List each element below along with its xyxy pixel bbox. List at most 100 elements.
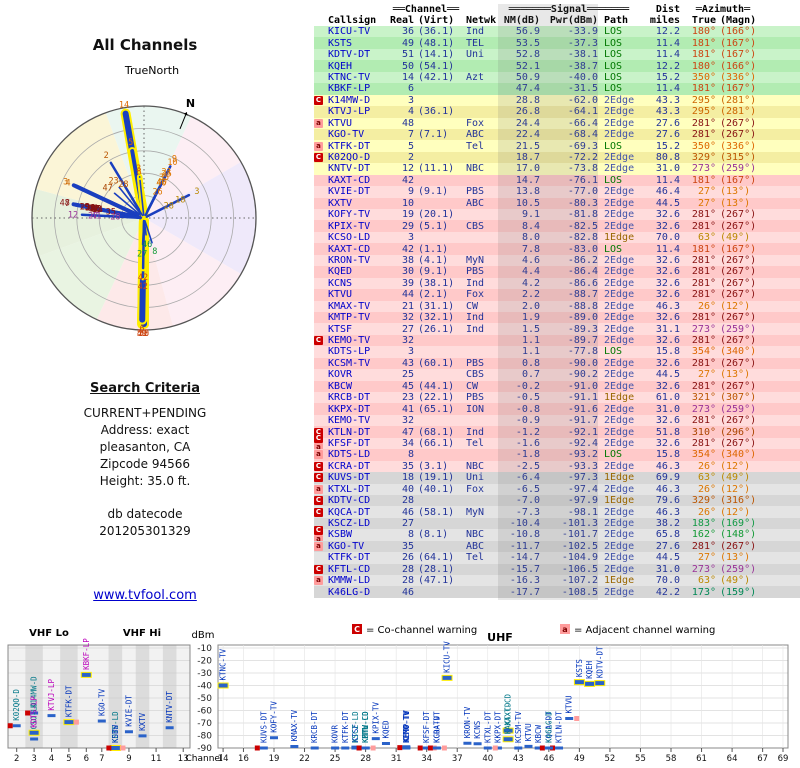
callsign-link[interactable]: KQCA-DT	[328, 506, 371, 518]
azimuth-magnetic: (340°)	[720, 346, 757, 358]
azimuth-true: 180°	[691, 26, 716, 38]
callsign-link[interactable]: KOVR	[328, 369, 353, 381]
azimuth-true: 295°	[691, 106, 716, 118]
callsign-link[interactable]: KTSF	[328, 323, 353, 335]
station-marker	[111, 746, 120, 750]
radar-channel-label: 47	[103, 184, 113, 194]
azimuth-true: 180°	[691, 60, 716, 72]
station-marker	[493, 746, 502, 750]
radar-sector	[96, 218, 173, 330]
callsign-link[interactable]: KRON-TV	[328, 254, 371, 266]
azimuth-true: 27°	[697, 186, 716, 198]
callsign-link[interactable]: KTNC-TV	[328, 71, 371, 83]
radar-channel-label: 14	[119, 101, 129, 111]
callsign-link[interactable]: KTLN-DT	[328, 426, 371, 438]
callsign-link[interactable]: KNTV-DT	[328, 163, 371, 175]
col-virt: (Virt)	[418, 15, 455, 26]
callsign-link[interactable]: KOFY-TV	[328, 209, 371, 221]
station-label: KDTV-CD	[361, 711, 370, 743]
azimuth-true: 27°	[697, 197, 716, 209]
azimuth-magnetic: (267°)	[720, 335, 757, 347]
callsign-link[interactable]: KGO-TV	[328, 540, 365, 552]
callsign-link[interactable]: KKPX-DT	[328, 403, 371, 415]
callsign-link[interactable]: KAXT-CD	[328, 243, 371, 255]
azimuth-true: 183°	[691, 518, 716, 530]
callsign-link[interactable]: KICU-TV	[328, 26, 371, 38]
radar-channel-label: 46	[156, 178, 166, 188]
azimuth-true: 354°	[691, 449, 716, 461]
callsign-link[interactable]: KGO-TV	[328, 129, 365, 141]
radar-channel-label: 27	[88, 211, 98, 221]
callsign-link[interactable]: KFSF-DT	[328, 437, 371, 449]
table-row: KTNC-TV 14 (42.1) Azt 50.9 -40.0 LOS 15.2 350° (3…	[314, 71, 800, 84]
adjacent-channel-warning-icon: a	[314, 484, 323, 494]
azimuth-magnetic: (267°)	[720, 117, 757, 129]
callsign-link[interactable]: KVIE-DT	[328, 186, 371, 198]
callsign-link[interactable]: KCSO-LD	[328, 232, 371, 244]
callsign-link[interactable]: KTFK-DT	[328, 552, 371, 564]
co-channel-warning-icon: C	[314, 564, 323, 574]
callsign-link[interactable]: KUVS-DT	[328, 472, 371, 484]
callsign-link[interactable]: KCNS	[328, 277, 353, 289]
co-channel-warning-icon: C	[314, 153, 323, 163]
callsign-link[interactable]: KBKF-LP	[328, 83, 371, 95]
co-channel-warning-icon	[427, 745, 433, 751]
callsign-link[interactable]: KTXL-DT	[328, 483, 371, 495]
station-label: KTVU	[524, 723, 533, 741]
callsign-link[interactable]: KMAX-TV	[328, 300, 371, 312]
callsign-link[interactable]: KSCZ-LD	[328, 518, 371, 530]
col-path: Path	[604, 15, 629, 26]
callsign-link[interactable]: KMTP-TV	[328, 312, 371, 324]
table-row: KBCW 45 (44.1) CW -0.2 -91.0 2Edge 32.6 281° (267…	[314, 380, 800, 392]
adjacent-channel-legend-text: = Adjacent channel warning	[574, 625, 715, 636]
callsign-link[interactable]: KDTS-LD	[328, 449, 371, 461]
callsign-link[interactable]: KEMO-TV	[328, 335, 371, 347]
signal-lobe	[113, 192, 143, 217]
vhf-hi-label: VHF Hi	[123, 628, 161, 639]
channel-tick-label: 11	[151, 754, 162, 764]
callsign-link[interactable]: KEMO-TV	[328, 415, 371, 427]
table-row: KVIE-DT 9 (9.1) PBS 13.8 -77.0 2Edge 46.4 27° (13…	[314, 186, 800, 198]
adjacent-channel-warning-icon: a	[314, 450, 323, 460]
callsign-link[interactable]: KTVU	[328, 289, 353, 301]
callsign-link[interactable]: K14MW-D	[328, 94, 371, 106]
callsign-link[interactable]: KDTV-DT	[328, 49, 371, 61]
station-label: KMTP-TV	[402, 710, 411, 742]
station-label: KCSO-LD	[30, 702, 39, 734]
callsign-link[interactable]: KTFK-DT	[328, 140, 371, 152]
callsign-link[interactable]: KPIX-TV	[328, 220, 371, 232]
callsign-link[interactable]: KTVJ-LP	[328, 106, 371, 118]
callsign-link[interactable]: KSBW	[328, 529, 353, 541]
channel-tick-label: 67	[757, 754, 768, 764]
callsign-link[interactable]: KAXT-CD	[328, 174, 371, 186]
callsign-link[interactable]: KXTV	[328, 197, 353, 209]
radar-channel-label: 28	[118, 180, 128, 190]
callsign-link[interactable]: KTVU	[328, 117, 353, 129]
warning-icons: C	[314, 496, 328, 506]
channel-tick-label: 52	[605, 754, 616, 764]
callsign-link[interactable]: K02QO-D	[328, 152, 371, 164]
callsign-link[interactable]: KSTS	[328, 37, 353, 49]
callsign-link[interactable]: KQED	[328, 266, 353, 278]
callsign-link[interactable]: KMMW-LD	[328, 575, 371, 587]
callsign-link[interactable]: KBCW	[328, 380, 353, 392]
azimuth-true: 273°	[691, 323, 716, 335]
station-marker	[473, 742, 482, 746]
callsign-link[interactable]: KDTS-LP	[328, 346, 371, 358]
callsign-link[interactable]: KCRA-DT	[328, 460, 371, 472]
channel-tick-label: 25	[330, 754, 341, 764]
callsign-link[interactable]: KRCB-DT	[328, 392, 371, 404]
callsign-link[interactable]: KCSM-TV	[328, 357, 371, 369]
signal-lobe	[141, 220, 145, 246]
callsign-link[interactable]: KQEH	[328, 60, 353, 72]
radar-channel-label: 44	[88, 204, 98, 214]
callsign-link[interactable]: K46LG-D	[328, 586, 371, 598]
radar-channel-label: 19	[79, 202, 89, 212]
table-row: KTFK-DT 26 (64.1) Tel -14.7 -104.9 2Edge 44.5 27…	[314, 552, 800, 564]
tvfool-link[interactable]: www.tvfool.com	[93, 588, 197, 603]
azimuth-true: 281°	[691, 117, 716, 129]
station-marker	[463, 741, 472, 745]
callsign-link[interactable]: KDTV-CD	[328, 495, 371, 507]
station-label: KICU-TV	[443, 641, 452, 673]
callsign-link[interactable]: KFTL-CD	[328, 563, 371, 575]
